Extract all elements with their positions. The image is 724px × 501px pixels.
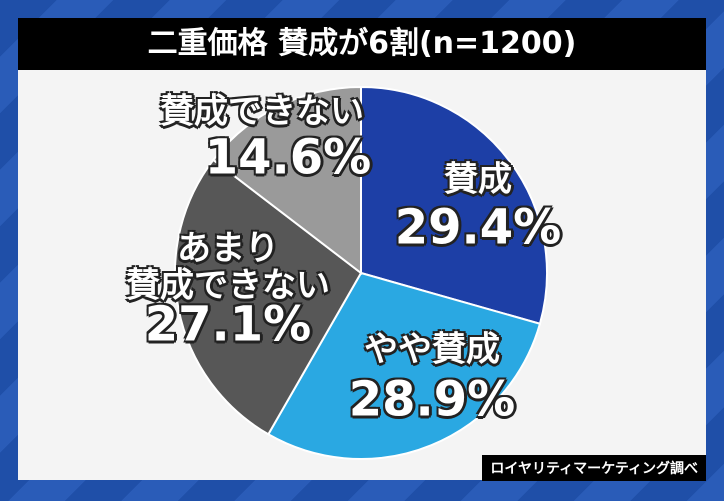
slice-category: あまり 賛成できない bbox=[126, 228, 330, 306]
slice-category: 賛成 bbox=[444, 159, 512, 200]
slice-category: やや賛成 bbox=[364, 329, 500, 370]
slice-value: 28.9% bbox=[348, 371, 516, 428]
slice-value: 14.6% bbox=[204, 129, 372, 186]
chart-title: 二重価格 賛成が6割(n=1200) bbox=[18, 18, 706, 70]
pie-slice bbox=[174, 158, 363, 436]
slice-category: 賛成できない bbox=[160, 91, 364, 132]
slice-value: 27.1% bbox=[144, 296, 312, 353]
pie-slice bbox=[360, 85, 548, 326]
source: ロイヤリティマーケティング調べ bbox=[482, 455, 706, 481]
pie-slice bbox=[211, 85, 362, 276]
slice-value: 29.4% bbox=[394, 199, 562, 256]
pie-slice bbox=[266, 271, 542, 460]
